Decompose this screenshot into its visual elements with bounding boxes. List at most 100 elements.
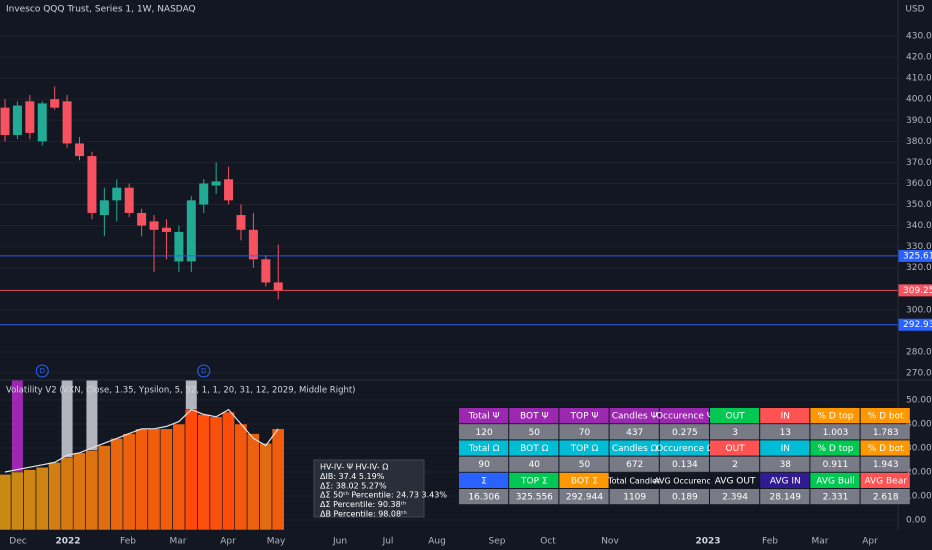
table-cell-text: 3 bbox=[732, 428, 738, 438]
table-cell-text: % D top bbox=[818, 444, 854, 454]
table-cell-text: % D bot bbox=[868, 412, 904, 422]
table-cell bbox=[860, 456, 910, 472]
table-cell bbox=[459, 489, 509, 505]
price-label-box bbox=[898, 249, 932, 262]
table-cell-text: 16.306 bbox=[468, 493, 500, 503]
table-cell-text: TOP Ψ bbox=[570, 412, 599, 422]
bar bbox=[135, 428, 148, 531]
bar bbox=[259, 442, 273, 531]
table-cell bbox=[559, 424, 609, 440]
tooltip-line: ΔΣ Percentile: 90.38ᵗʰ bbox=[320, 500, 406, 509]
bar bbox=[10, 471, 24, 531]
table-cell bbox=[459, 472, 509, 488]
table-cell-text: 2.618 bbox=[873, 493, 899, 503]
y-tick-label: 0.00 bbox=[906, 515, 926, 525]
table-cell bbox=[760, 489, 810, 505]
candle-body bbox=[261, 259, 271, 283]
candle-body bbox=[37, 103, 47, 142]
table-cell-text: 1.783 bbox=[873, 428, 899, 438]
symbol-title: Invesco QQQ Trust, Series 1, 1W, NASDAQ bbox=[6, 5, 196, 15]
table-cell-text: OUT bbox=[726, 444, 746, 454]
table-cell-text: Occurence Ω bbox=[656, 444, 714, 454]
y-tick-label: 380.00 bbox=[906, 137, 932, 147]
y-tick-label: 280.00 bbox=[906, 347, 932, 357]
y-tick-label: 350.00 bbox=[906, 200, 932, 210]
table-cell bbox=[459, 456, 509, 472]
candle-body bbox=[149, 221, 159, 230]
table-cell-text: 0.134 bbox=[672, 460, 698, 470]
table-cell bbox=[459, 424, 509, 440]
candle-body bbox=[273, 282, 283, 291]
price-label-box bbox=[898, 318, 932, 331]
y-tick-label: 340.00 bbox=[906, 221, 932, 231]
time-label: Jun bbox=[332, 537, 347, 547]
table-cell bbox=[559, 440, 609, 456]
bar bbox=[0, 474, 12, 531]
table-cell bbox=[659, 424, 709, 440]
price-label: 325.61 bbox=[903, 251, 932, 261]
candle-body bbox=[75, 143, 85, 157]
table-cell-text: TOP Ω bbox=[570, 444, 599, 454]
dividend-label: D bbox=[201, 367, 206, 375]
bar bbox=[60, 457, 74, 531]
volatility-line bbox=[4, 408, 279, 473]
table-cell bbox=[710, 456, 760, 472]
bar bbox=[23, 469, 37, 531]
candle-body bbox=[236, 215, 246, 230]
price-label: 292.93 bbox=[903, 320, 932, 330]
time-label: Mar bbox=[170, 537, 187, 547]
candle-body bbox=[174, 231, 184, 262]
y-tick-label: 20.00 bbox=[906, 467, 932, 477]
table-cell bbox=[609, 408, 659, 424]
table-cell bbox=[760, 408, 810, 424]
table-cell-text: BOT Σ bbox=[571, 476, 598, 486]
bar bbox=[172, 423, 186, 531]
table-cell-text: 70 bbox=[579, 428, 591, 438]
time-label: Apr bbox=[862, 537, 878, 547]
price-label: 309.25 bbox=[903, 286, 932, 296]
table-cell bbox=[609, 472, 659, 488]
bar bbox=[147, 428, 161, 531]
y-tick-label: 360.00 bbox=[906, 179, 932, 189]
table-cell-text: BOT Ψ bbox=[520, 412, 549, 422]
bar bbox=[122, 433, 136, 531]
table-cell bbox=[559, 472, 609, 488]
candle-body bbox=[199, 183, 209, 205]
table-cell-text: IN bbox=[781, 444, 790, 454]
dividend-marker bbox=[35, 364, 49, 378]
candle-body bbox=[186, 200, 196, 262]
table-cell-text: 2.394 bbox=[722, 493, 748, 503]
table-cell bbox=[860, 424, 910, 440]
table-cell bbox=[860, 489, 910, 505]
table-cell bbox=[509, 440, 559, 456]
time-label: Feb bbox=[762, 537, 778, 547]
time-label: Jul bbox=[382, 537, 394, 547]
bar bbox=[85, 450, 99, 531]
tooltip-line: ΔΣ: 38.02 5.27% bbox=[320, 481, 387, 490]
table-cell-text: 325.556 bbox=[516, 493, 553, 503]
table-cell-text: TOP Σ bbox=[520, 476, 548, 486]
table-cell-text: BOT Ω bbox=[520, 444, 548, 454]
signal-column bbox=[11, 380, 23, 530]
table-cell-text: 90 bbox=[478, 460, 490, 470]
currency: USD bbox=[905, 5, 924, 15]
y-tick-label: 410.00 bbox=[906, 74, 932, 84]
table-cell bbox=[509, 489, 559, 505]
table-cell-text: 672 bbox=[626, 460, 643, 470]
table-cell-text: AVG OUT bbox=[715, 476, 756, 486]
table-cell bbox=[860, 472, 910, 488]
table-cell bbox=[810, 472, 860, 488]
table-cell bbox=[710, 489, 760, 505]
time-label: Feb bbox=[120, 537, 136, 547]
table-cell-text: 437 bbox=[626, 428, 643, 438]
bar bbox=[160, 428, 173, 531]
candle-body bbox=[137, 212, 147, 226]
candle-body bbox=[62, 101, 72, 144]
y-tick-label: 270.00 bbox=[906, 369, 932, 379]
y-tick-label: 330.00 bbox=[906, 242, 932, 252]
table-cell bbox=[459, 408, 509, 424]
table-cell bbox=[710, 440, 760, 456]
table-cell-text: Total Ψ bbox=[468, 412, 500, 422]
bar bbox=[97, 445, 111, 531]
